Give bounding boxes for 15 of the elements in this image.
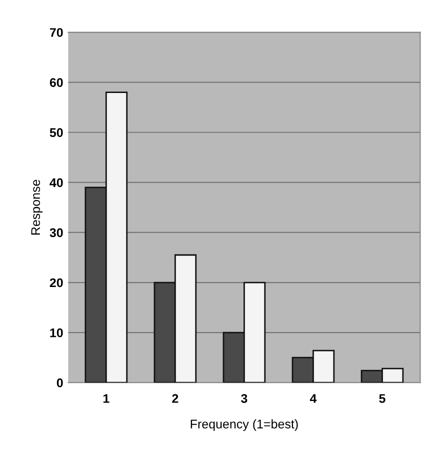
y-tick-label: 20: [50, 278, 63, 288]
x-axis-title: Frequency (1=best): [190, 419, 298, 431]
y-tick-label: 60: [50, 78, 63, 87]
y-tick-label: 70: [50, 28, 63, 37]
y-tick-label: 50: [50, 128, 63, 138]
y-tick-label: 10: [50, 328, 63, 338]
x-tick-label: 2: [172, 394, 178, 403]
y-tick-label: 0: [56, 378, 63, 388]
x-tick-label: 4: [310, 394, 317, 403]
x-tick-label: 3: [241, 394, 248, 403]
x-tick-label: 1: [103, 394, 110, 403]
y-axis-title: Response: [31, 180, 42, 235]
y-tick-label: 30: [50, 228, 63, 238]
x-tick-label: 5: [379, 394, 386, 403]
y-tick-label: 40: [50, 178, 63, 188]
